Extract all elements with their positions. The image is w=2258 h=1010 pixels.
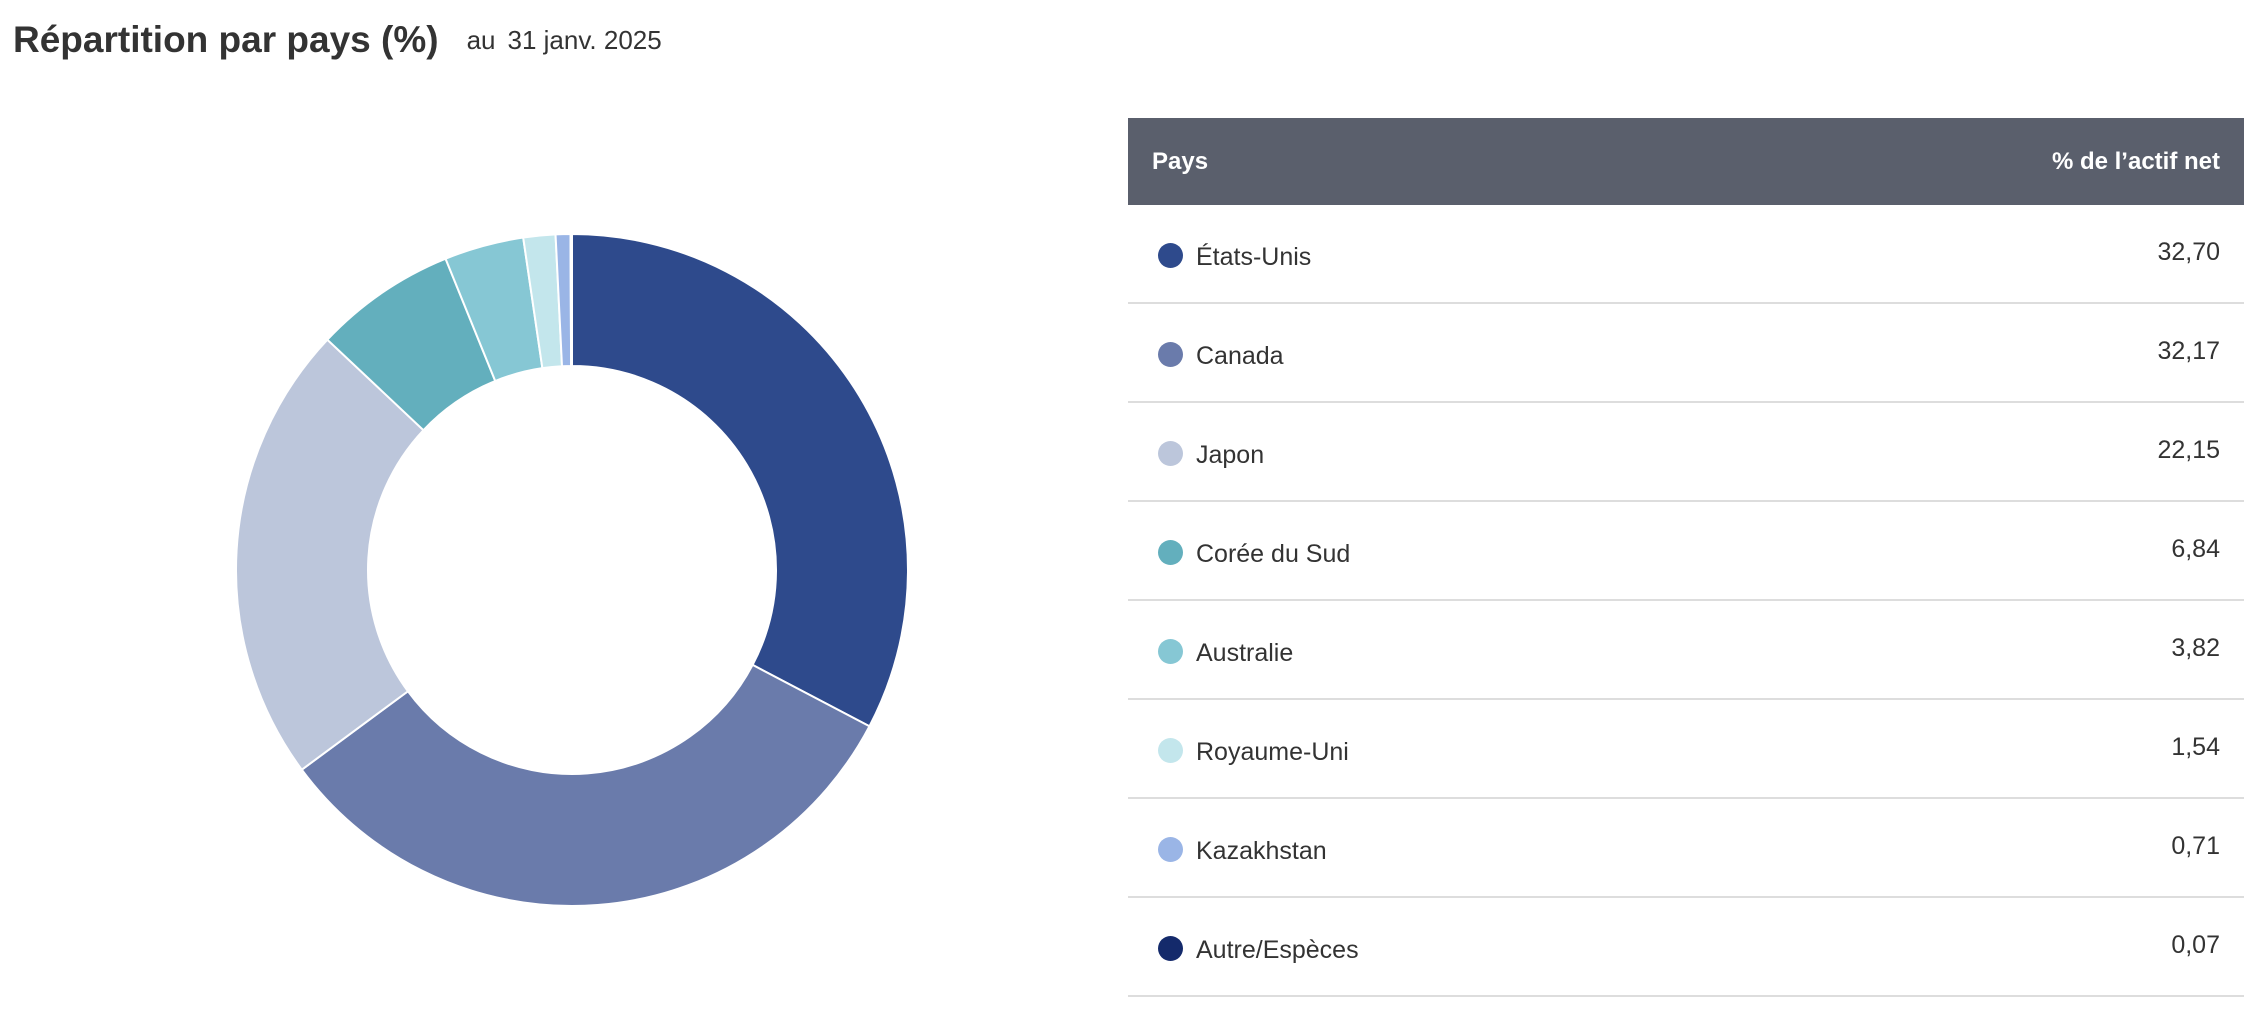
country-allocation-table: Pays % de l’actif net États-Unis 32,70 Can…: [1128, 118, 2244, 997]
country-name: Royaume-Uni: [1196, 738, 1349, 766]
country-cell: Kazakhstan: [1158, 829, 1327, 866]
table-row: Autre/Espèces 0,07: [1128, 898, 2244, 997]
country-name: États-Unis: [1196, 243, 1312, 271]
country-name: Australie: [1196, 639, 1294, 667]
table-row: États-Unis 32,70: [1128, 205, 2244, 304]
table-body: États-Unis 32,70 Canada 32,17 Japon 22,15 Coré…: [1128, 205, 2244, 997]
donut-slice-3[interactable]: [235, 338, 425, 772]
donut-chart-container: [0, 80, 1130, 1010]
legend-color-dot: [1158, 738, 1183, 763]
country-name: Autre/Espèces: [1196, 936, 1359, 964]
column-header-country: Pays: [1152, 147, 1209, 175]
country-cell: États-Unis: [1158, 235, 1311, 272]
net-asset-percent: 1,54: [2171, 733, 2220, 761]
net-asset-percent: 6,84: [2171, 535, 2220, 563]
net-asset-percent: 32,17: [2157, 337, 2220, 365]
country-cell: Autre/Espèces: [1158, 928, 1359, 965]
page-title: Répartition par pays (%): [13, 19, 439, 60]
table-row: Australie 3,82: [1128, 601, 2244, 700]
net-asset-percent: 22,15: [2157, 436, 2220, 464]
column-header-value: % de l’actif net: [2051, 147, 2220, 175]
country-name: Corée du Sud: [1196, 540, 1351, 568]
country-name: Japon: [1196, 441, 1265, 469]
legend-color-dot: [1158, 540, 1183, 565]
legend-color-dot: [1158, 342, 1183, 367]
legend-color-dot: [1158, 639, 1183, 664]
chart-header: Répartition par pays (%) au 31 janv. 202…: [13, 10, 662, 70]
country-cell: Corée du Sud: [1158, 532, 1350, 569]
legend-color-dot: [1158, 243, 1183, 268]
donut-chart: [235, 232, 909, 907]
country-name: Kazakhstan: [1196, 837, 1327, 865]
donut-slice-1[interactable]: [571, 232, 909, 728]
table-row: Royaume-Uni 1,54: [1128, 700, 2244, 799]
country-cell: Japon: [1158, 433, 1264, 470]
legend-color-dot: [1158, 837, 1183, 862]
net-asset-percent: 32,70: [2157, 238, 2220, 266]
donut-slice-8[interactable]: [569, 232, 573, 368]
country-cell: Canada: [1158, 334, 1284, 371]
net-asset-percent: 3,82: [2171, 634, 2220, 662]
as-of-label: au: [466, 24, 496, 55]
table-row: Japon 22,15: [1128, 403, 2244, 502]
country-cell: Royaume-Uni: [1158, 730, 1349, 767]
table-row: Kazakhstan 0,71: [1128, 799, 2244, 898]
net-asset-percent: 0,07: [2171, 931, 2220, 959]
table-row: Corée du Sud 6,84: [1128, 502, 2244, 601]
country-cell: Australie: [1158, 631, 1293, 668]
table-row: Canada 32,17: [1128, 304, 2244, 403]
country-name: Canada: [1196, 342, 1284, 370]
table-header: Pays % de l’actif net: [1128, 118, 2244, 205]
net-asset-percent: 0,71: [2171, 832, 2220, 860]
donut-slice-2[interactable]: [300, 663, 871, 907]
as-of-date: 31 janv. 2025: [507, 24, 662, 55]
legend-color-dot: [1158, 936, 1183, 961]
legend-color-dot: [1158, 441, 1183, 466]
